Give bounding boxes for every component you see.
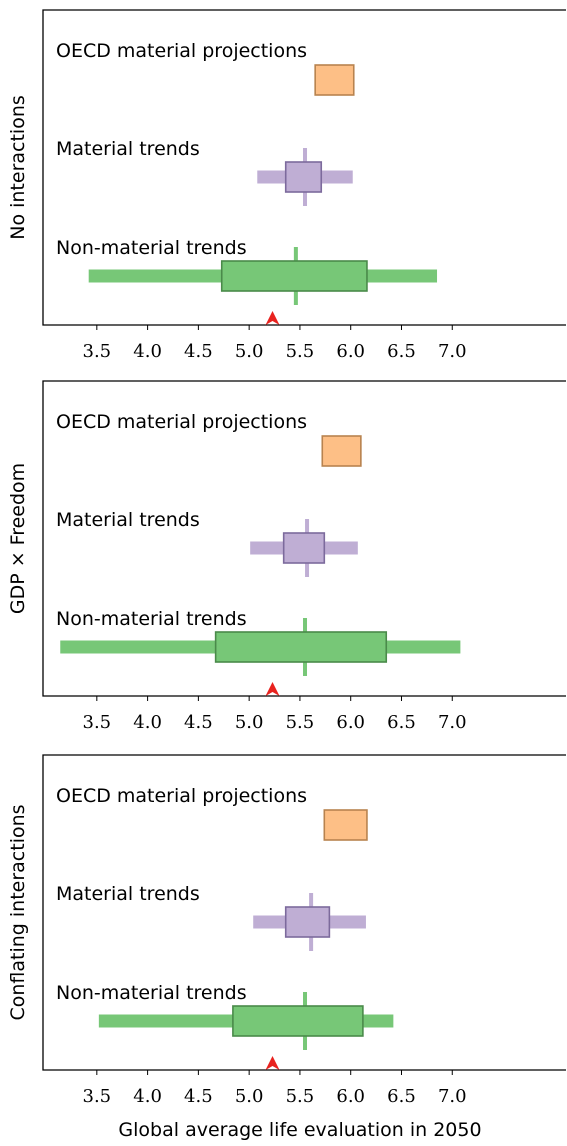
y-axis-label: Conflating interactions (7, 804, 29, 1020)
x-tick-label: 6.0 (336, 712, 365, 733)
x-tick-label: 5.0 (235, 1086, 264, 1107)
x-tick-label: 4.5 (184, 1086, 213, 1107)
x-tick-label: 6.5 (387, 712, 416, 733)
x-tick-label: 5.0 (235, 341, 264, 362)
reference-marker (265, 311, 280, 325)
x-tick-label: 4.0 (133, 341, 162, 362)
x-tick-label: 7.0 (438, 712, 467, 733)
box (220, 260, 368, 292)
x-tick-label: 5.0 (235, 712, 264, 733)
x-tick-label: 6.0 (336, 341, 365, 362)
x-tick-label: 7.0 (438, 341, 467, 362)
x-tick-label: 6.0 (336, 1086, 365, 1107)
series-label: Non-material trends (56, 982, 247, 1004)
box (232, 1005, 364, 1037)
x-tick-label: 5.5 (286, 341, 315, 362)
axes-frame (42, 9, 566, 326)
x-axis-label: Global average life evaluation in 2050 (118, 1119, 481, 1141)
x-tick-label: 3.5 (83, 341, 112, 362)
box (323, 809, 368, 841)
x-tick-label: 3.5 (83, 1086, 112, 1107)
x-tick-label: 4.0 (133, 1086, 162, 1107)
series-label: OECD material projections (56, 40, 307, 62)
reference-marker (265, 682, 280, 696)
x-tick-label: 6.5 (387, 1086, 416, 1107)
series-label: OECD material projections (56, 411, 307, 433)
axes-frame (42, 754, 566, 1071)
box (282, 532, 326, 564)
x-tick-label: 6.5 (387, 341, 416, 362)
reference-marker (265, 1056, 280, 1070)
x-tick-label: 4.5 (184, 712, 213, 733)
series-label: Material trends (56, 509, 200, 531)
series-label: Material trends (56, 138, 200, 160)
y-axis-label: GDP × Freedom (7, 463, 29, 614)
series-label: Non-material trends (56, 237, 247, 259)
x-tick-label: 4.0 (133, 712, 162, 733)
x-tick-label: 5.5 (286, 1086, 315, 1107)
box (314, 64, 355, 96)
y-axis-label: No interactions (7, 95, 29, 240)
x-tick-label: 3.5 (83, 712, 112, 733)
box (321, 435, 362, 467)
box (284, 906, 331, 938)
series-label: OECD material projections (56, 785, 307, 807)
x-tick-label: 4.5 (184, 341, 213, 362)
box (214, 631, 388, 663)
x-tick-label: 5.5 (286, 712, 315, 733)
x-tick-label: 7.0 (438, 1086, 467, 1107)
series-label: Material trends (56, 883, 200, 905)
axes-frame (42, 380, 566, 697)
series-label: Non-material trends (56, 608, 247, 630)
box (284, 161, 323, 193)
